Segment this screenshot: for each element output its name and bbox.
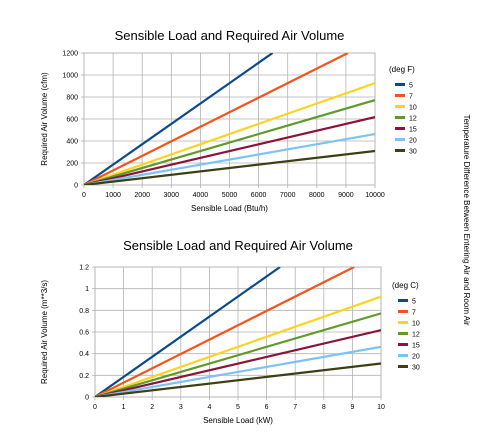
y-tick-label: 0.4 bbox=[79, 351, 89, 358]
y-tick-label: 800 bbox=[66, 95, 78, 102]
legend-swatch-20 bbox=[398, 354, 408, 357]
legend: (deg C) 5 7 10 12 15 20 30 bbox=[392, 281, 420, 372]
series-line-12 bbox=[95, 312, 381, 397]
legend-label-20: 20 bbox=[409, 138, 417, 145]
x-tick-label: 6 bbox=[265, 404, 269, 411]
y-tick-label: 1 bbox=[85, 286, 89, 293]
legend-label-5: 5 bbox=[409, 83, 413, 90]
chart-imperial: Sensible Load and Required Air Volume 0 10… bbox=[40, 28, 417, 213]
x-tick-label: 7000 bbox=[280, 192, 296, 199]
legend-swatch-30 bbox=[398, 365, 408, 368]
legend-swatch-7 bbox=[398, 310, 408, 313]
x-tick-label: 2 bbox=[150, 404, 154, 411]
series-line-5 bbox=[84, 53, 274, 185]
series-line-20 bbox=[95, 345, 381, 397]
legend-label-15: 15 bbox=[409, 127, 417, 134]
series-line-7 bbox=[84, 53, 349, 185]
series-line-5 bbox=[95, 267, 281, 397]
y-tick-label: 0.8 bbox=[79, 308, 89, 315]
plot-frame bbox=[94, 266, 382, 398]
y-tick-label: 0 bbox=[74, 183, 78, 190]
x-tick-label: 3 bbox=[179, 404, 183, 411]
legend-swatch-10 bbox=[398, 321, 408, 324]
legend-label-15: 15 bbox=[412, 343, 420, 350]
legend-swatch-20 bbox=[395, 138, 405, 141]
series-line-30 bbox=[84, 149, 375, 185]
legend-swatch-5 bbox=[395, 83, 405, 86]
y-tick-label: 1000 bbox=[62, 73, 78, 80]
legend-swatch-30 bbox=[395, 149, 405, 152]
x-axis-label: Sensible Load (Btu/h) bbox=[191, 204, 268, 213]
legend-label-5: 5 bbox=[412, 299, 416, 306]
legend-swatch-12 bbox=[398, 332, 408, 335]
x-tick-label: 9 bbox=[350, 404, 354, 411]
legend-label-10: 10 bbox=[409, 105, 417, 112]
series-line-12 bbox=[84, 99, 375, 185]
x-tick-label: 10000 bbox=[365, 192, 385, 199]
y-tick-label: 1.2 bbox=[79, 265, 89, 272]
series-line-30 bbox=[95, 362, 381, 397]
y-tick-label: 1200 bbox=[62, 51, 78, 58]
y-tick-label: 0.2 bbox=[79, 373, 89, 380]
x-tick-label: 4 bbox=[207, 404, 211, 411]
x-tick-label: 1 bbox=[122, 404, 126, 411]
x-tick-label: 2000 bbox=[134, 192, 150, 199]
x-tick-label: 3000 bbox=[164, 192, 180, 199]
x-axis-label: Sensible Load (kW) bbox=[203, 416, 273, 425]
legend-swatch-12 bbox=[395, 116, 405, 119]
series-line-10 bbox=[95, 295, 381, 397]
x-tick-label: 10 bbox=[377, 404, 385, 411]
x-tick-label: 5000 bbox=[222, 192, 238, 199]
y-axis-label: Required Air Volume (m**3/s) bbox=[40, 280, 49, 384]
legend-swatch-7 bbox=[395, 94, 405, 97]
series-line-15 bbox=[95, 329, 381, 397]
series-lines bbox=[95, 267, 381, 397]
series-line-10 bbox=[84, 82, 375, 185]
y-tick-label: 200 bbox=[66, 161, 78, 168]
legend-swatch-15 bbox=[398, 343, 408, 346]
legend: (deg F) 5 7 10 12 15 20 30 bbox=[389, 65, 417, 156]
x-tick-label: 5 bbox=[236, 404, 240, 411]
x-tick-label: 8 bbox=[322, 404, 326, 411]
legend-swatch-10 bbox=[395, 105, 405, 108]
series-line-20 bbox=[84, 132, 375, 185]
chart-title: Sensible Load and Required Air Volume bbox=[115, 28, 345, 43]
legend-label-10: 10 bbox=[412, 321, 420, 328]
y-axis-label: Required Air Volume (cfm) bbox=[40, 72, 49, 166]
x-tick-label: 0 bbox=[82, 192, 86, 199]
legend-label-7: 7 bbox=[412, 310, 416, 317]
y-tick-label: 400 bbox=[66, 139, 78, 146]
legend-title: (deg F) bbox=[389, 65, 415, 74]
y-tick-label: 0.6 bbox=[79, 330, 89, 337]
legend-label-30: 30 bbox=[409, 149, 417, 156]
legend-swatch-15 bbox=[395, 127, 405, 130]
legend-label-12: 12 bbox=[409, 116, 417, 123]
x-tick-label: 7 bbox=[293, 404, 297, 411]
y-tick-label: 0 bbox=[85, 395, 89, 402]
side-axis-label: Temperature Difference Between Entering … bbox=[462, 114, 471, 325]
x-tick-label: 9000 bbox=[338, 192, 354, 199]
plot-frame bbox=[83, 52, 376, 186]
x-tick-label: 4000 bbox=[193, 192, 209, 199]
series-lines bbox=[84, 53, 375, 185]
x-tick-label: 8000 bbox=[309, 192, 325, 199]
series-line-7 bbox=[95, 267, 355, 397]
legend-swatch-5 bbox=[398, 299, 408, 302]
legend-label-7: 7 bbox=[409, 94, 413, 101]
x-tick-label: 1000 bbox=[105, 192, 121, 199]
legend-title: (deg C) bbox=[392, 281, 419, 290]
series-line-15 bbox=[84, 116, 375, 185]
legend-label-20: 20 bbox=[412, 354, 420, 361]
legend-label-12: 12 bbox=[412, 332, 420, 339]
y-tick-label: 600 bbox=[66, 117, 78, 124]
chart-title: Sensible Load and Required Air Volume bbox=[123, 238, 353, 253]
x-tick-label: 0 bbox=[93, 404, 97, 411]
legend-label-30: 30 bbox=[412, 365, 420, 372]
x-tick-label: 6000 bbox=[251, 192, 267, 199]
